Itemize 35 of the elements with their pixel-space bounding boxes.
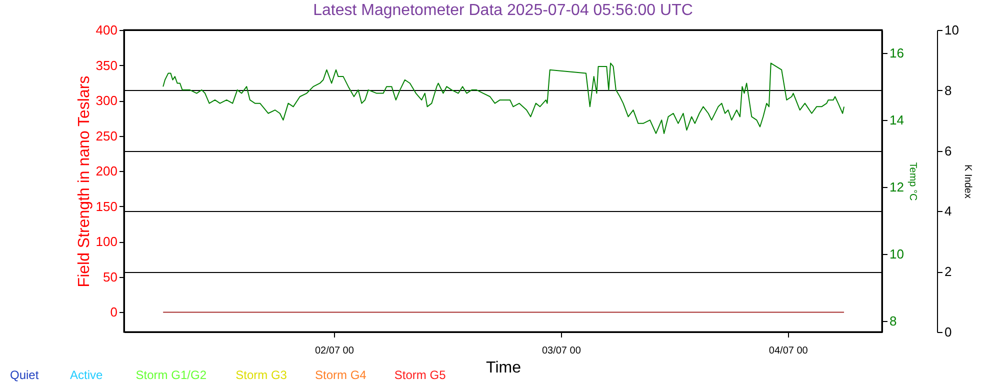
y-tick-label: 150 (96, 198, 118, 214)
y3-tick-label: 4 (944, 204, 952, 219)
x-tick-label: 04/07 00 (768, 346, 808, 356)
y-tick-label: 350 (96, 58, 118, 73)
y3-axis-title: K Index (962, 164, 973, 198)
y-tick-label: 250 (96, 128, 118, 144)
y3-tick-label: 8 (944, 82, 952, 98)
y2-tick-label: 8 (890, 313, 897, 328)
y2-tick-label: 12 (890, 180, 904, 195)
y2-tick-label: 14 (890, 112, 904, 128)
y-tick-label: 0 (110, 304, 118, 320)
x-tick-label: 03/07 00 (542, 346, 582, 356)
y-tick-label: 50 (103, 269, 118, 284)
y-tick-label: 400 (96, 22, 118, 38)
legend-label: Active (70, 368, 104, 382)
legend-label: Quiet (10, 368, 40, 382)
y-axis-title: Field Strength in nano Teslars (76, 76, 93, 288)
x-tick-label: 02/07 00 (314, 346, 354, 356)
legend-label: Storm G1/G2 (136, 368, 207, 382)
y3-tick-label: 10 (944, 22, 959, 38)
y3-tick-label: 2 (944, 264, 952, 280)
chart-title: Latest Magnetometer Data 2025-07-04 05:56:00 UTC (313, 2, 693, 19)
x-axis-title: Time (486, 360, 522, 376)
legend-label: Storm G3 (236, 368, 288, 382)
y3-tick-label: 6 (944, 143, 952, 158)
line-series (162, 62, 845, 134)
y-tick-label: 200 (96, 164, 118, 179)
legend-label: Storm G5 (394, 368, 446, 382)
y2-axis-title: Temp °C (906, 162, 918, 201)
y3-tick-label: 0 (944, 324, 952, 340)
y-tick-label: 100 (96, 234, 118, 250)
y2-tick-label: 16 (890, 46, 904, 61)
y-tick-label: 300 (96, 93, 118, 108)
y2-tick-label: 10 (890, 246, 904, 262)
legend-label: Storm G4 (315, 368, 367, 382)
